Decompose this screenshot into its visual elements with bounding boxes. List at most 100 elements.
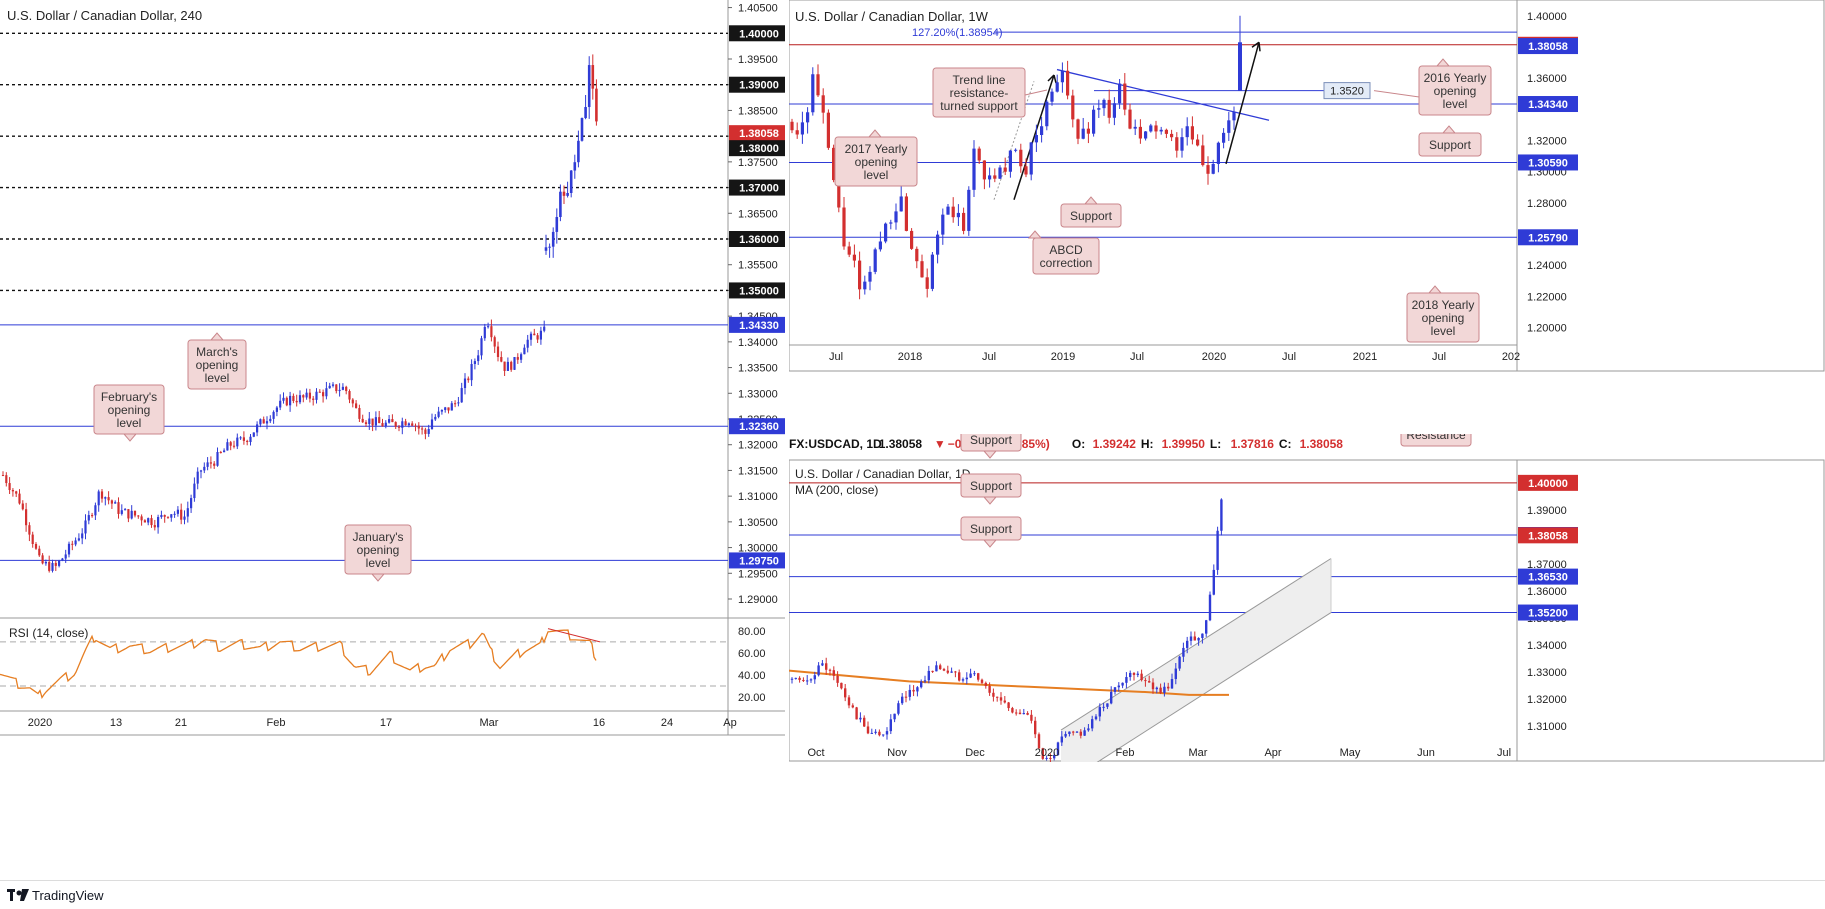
daily-price-tag-bg: [1518, 474, 1578, 491]
weekly-y-tick-label: 1.40000: [1527, 11, 1567, 23]
daily-chart-panel[interactable]: FX:USDCAD, 1D 1.38058 ▼ −0.01184 (−0.85%…: [788, 415, 1825, 786]
weekly-candle: [899, 196, 903, 212]
h4-candle: [130, 510, 133, 519]
daily-candle: [794, 677, 797, 679]
daily-candle: [1026, 713, 1029, 715]
h4-x-tick-label: 21: [175, 717, 187, 729]
daily-chart[interactable]: FX:USDCAD, 1D 1.38058 ▼ −0.01184 (−0.85%…: [788, 415, 1825, 786]
rsi-y-tick-label: 60.00: [738, 648, 766, 660]
h4-price-tag: 1.32360: [739, 421, 779, 433]
h4-candle: [427, 429, 430, 434]
weekly-1352-label: 1.3520: [1330, 86, 1364, 98]
h4-chart-panel[interactable]: 1.40500 1.39500 1.39000 1.38500 1.38000 1.375…: [0, 0, 789, 760]
weekly-candle: [1227, 120, 1231, 133]
h4-candle: [539, 330, 542, 340]
daily-callout-support-1-pointer: [982, 450, 998, 459]
daily-y-tick-label: 1.34000: [1527, 640, 1567, 652]
daily-candle: [1205, 620, 1208, 634]
h4-candle: [460, 388, 463, 403]
h4-price-tag: 1.35000: [739, 285, 779, 297]
daily-candle: [1174, 668, 1177, 680]
daily-candle: [931, 670, 934, 672]
weekly-candle: [790, 121, 794, 131]
weekly-candle: [1112, 103, 1116, 118]
daily-candle: [882, 734, 885, 736]
h4-y-tick-label: 1.29500: [738, 568, 778, 580]
h4-candle: [335, 384, 338, 392]
h4-candle: [58, 560, 61, 566]
daily-x-tick-label: 2020: [1035, 747, 1059, 759]
weekly-chart[interactable]: 1.400001.360001.320001.300001.280001.260…: [788, 0, 1825, 432]
h4-y-tick-label: 1.32000: [738, 440, 778, 452]
tradingview-brand[interactable]: TradingView: [32, 888, 104, 903]
h4-x-tick-label: 16: [593, 717, 605, 729]
daily-candle: [1049, 757, 1052, 759]
daily-candle: [1094, 716, 1098, 720]
h4-candle: [34, 543, 38, 549]
daily-x-tick-label: Mar: [1189, 747, 1208, 759]
h4-candle: [318, 391, 321, 393]
h4-candle: [500, 357, 503, 362]
daily-candle: [1151, 682, 1155, 690]
weekly-candle: [1086, 128, 1090, 134]
daily-x-tick-label: Jul: [1497, 747, 1511, 759]
h4-candle: [190, 498, 193, 509]
h4-candle: [437, 411, 440, 417]
h4-candle: [124, 509, 127, 511]
weekly-chart-panel[interactable]: 1.400001.360001.320001.300001.280001.260…: [788, 0, 1825, 432]
h4-candle: [15, 491, 18, 494]
daily-y-tick-label: 1.36000: [1527, 586, 1567, 598]
h4-candle: [325, 388, 328, 397]
daily-candle: [935, 665, 938, 672]
h4-price-tag-bg: [729, 316, 789, 333]
daily-candle: [1167, 686, 1170, 689]
weekly-callout-2018-text: level: [1431, 324, 1456, 338]
weekly-callout-abcd-text: ABCD: [1049, 243, 1083, 257]
h4-x-tick-label: 17: [380, 717, 392, 729]
weekly-callout-2018-pointer: [1427, 285, 1443, 294]
daily-candle: [1216, 530, 1219, 570]
daily-candle: [1170, 679, 1174, 689]
weekly-x-tick-label: Jul: [1282, 351, 1296, 363]
h4-candle: [520, 354, 523, 360]
daily-candle: [1011, 708, 1014, 713]
h4-late-candle: [544, 247, 548, 251]
daily-header-last: 1.38058: [879, 437, 923, 451]
h4-chart[interactable]: 1.40500 1.39500 1.39000 1.38500 1.38000 1.375…: [0, 0, 789, 760]
weekly-candle: [878, 241, 882, 250]
h4-candle: [163, 515, 166, 517]
daily-header-low-label: L:: [1210, 437, 1221, 451]
weekly-y-tick-label: 1.32000: [1527, 135, 1567, 147]
h4-candle: [407, 423, 410, 426]
daily-candle: [1136, 673, 1139, 675]
h4-candle: [285, 397, 288, 406]
daily-price-tag-bg: [1518, 604, 1578, 621]
h4-candle: [256, 424, 259, 433]
weekly-candle: [811, 74, 815, 113]
h4-candle: [28, 525, 31, 535]
weekly-candle: [915, 248, 919, 262]
weekly-callout-support-right-text: Support: [1429, 138, 1472, 152]
daily-y-tick-label: 1.31000: [1527, 721, 1567, 733]
h4-candle: [223, 450, 226, 453]
h4-price-tag-bg: [729, 179, 789, 196]
weekly-callout-support-mid-pointer: [1083, 196, 1099, 205]
daily-header-symbol: FX:USDCAD, 1D: [789, 437, 882, 451]
h4-late-candle: [591, 65, 595, 89]
h4-candle: [176, 509, 179, 514]
weekly-candle: [863, 281, 867, 290]
h4-candle: [110, 500, 113, 504]
h4-candle: [262, 419, 265, 424]
h4-candle: [120, 510, 123, 514]
daily-candle: [851, 705, 854, 708]
weekly-callout-2016-text: opening: [1434, 84, 1477, 98]
weekly-y-tick-label: 1.24000: [1527, 260, 1567, 272]
weekly-abcd-arrow-1: [1013, 74, 1055, 200]
h4-x-tick-label: 13: [110, 717, 122, 729]
h4-candle: [506, 361, 509, 371]
h4-candle: [430, 419, 434, 430]
h4-y-tick-label: 1.38500: [738, 105, 778, 117]
daily-header-low: 1.37816: [1231, 437, 1275, 451]
h4-candle: [265, 421, 269, 424]
daily-callout-support-1-text: Support: [970, 434, 1013, 447]
